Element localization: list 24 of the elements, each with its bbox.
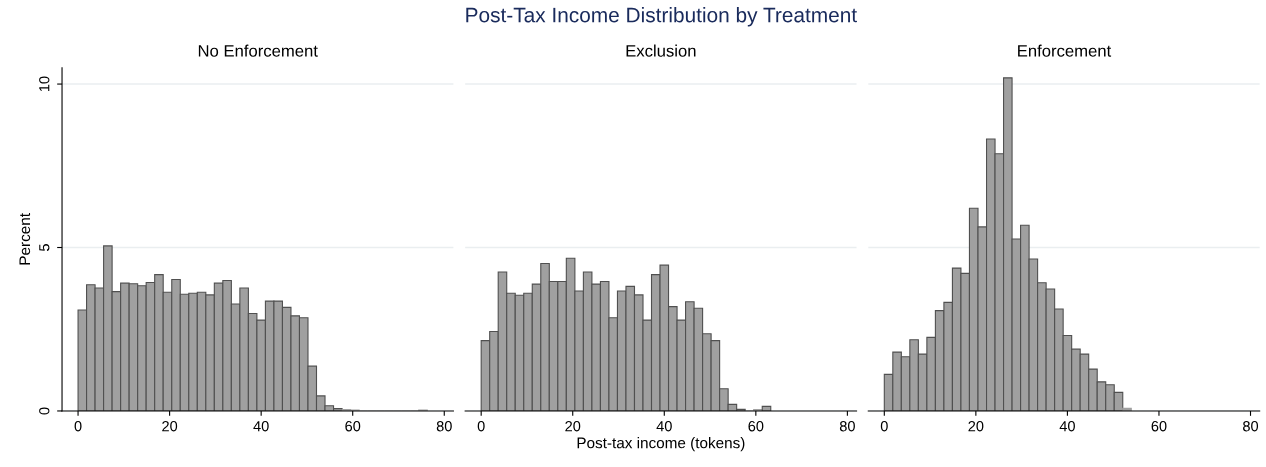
x-tick-label: 0	[74, 421, 82, 432]
x-tick-label: 40	[253, 421, 269, 432]
x-tick-label: 40	[1059, 421, 1075, 432]
x-tick-label: 60	[748, 421, 764, 432]
x-tick-label: 60	[1151, 421, 1167, 432]
x-tick-label: 0	[880, 421, 888, 432]
y-axis-title: Percent	[19, 213, 31, 265]
y-tick-label: 10	[39, 76, 50, 92]
x-tick-label: 80	[436, 421, 452, 432]
chart-title: Post-Tax Income Distribution by Treatment	[466, 7, 857, 27]
x-tick-label: 20	[162, 421, 178, 432]
x-axis-title: Post-tax income (tokens)	[577, 437, 745, 452]
chart-subtitle: No Enforcement	[198, 44, 318, 57]
y-tick-label: 5	[39, 244, 50, 251]
chart-subtitle: Enforcement	[1018, 44, 1112, 57]
y-tick-label: 0	[39, 407, 50, 415]
x-tick-label: 20	[565, 421, 581, 432]
chart-subtitle: Exclusion	[626, 44, 696, 57]
x-tick-label: 20	[968, 421, 984, 432]
x-tick-label: 80	[1243, 421, 1259, 432]
x-tick-label: 80	[839, 421, 855, 432]
x-tick-label: 60	[345, 421, 361, 432]
x-tick-label: 0	[477, 421, 485, 432]
x-tick-label: 40	[656, 421, 672, 432]
